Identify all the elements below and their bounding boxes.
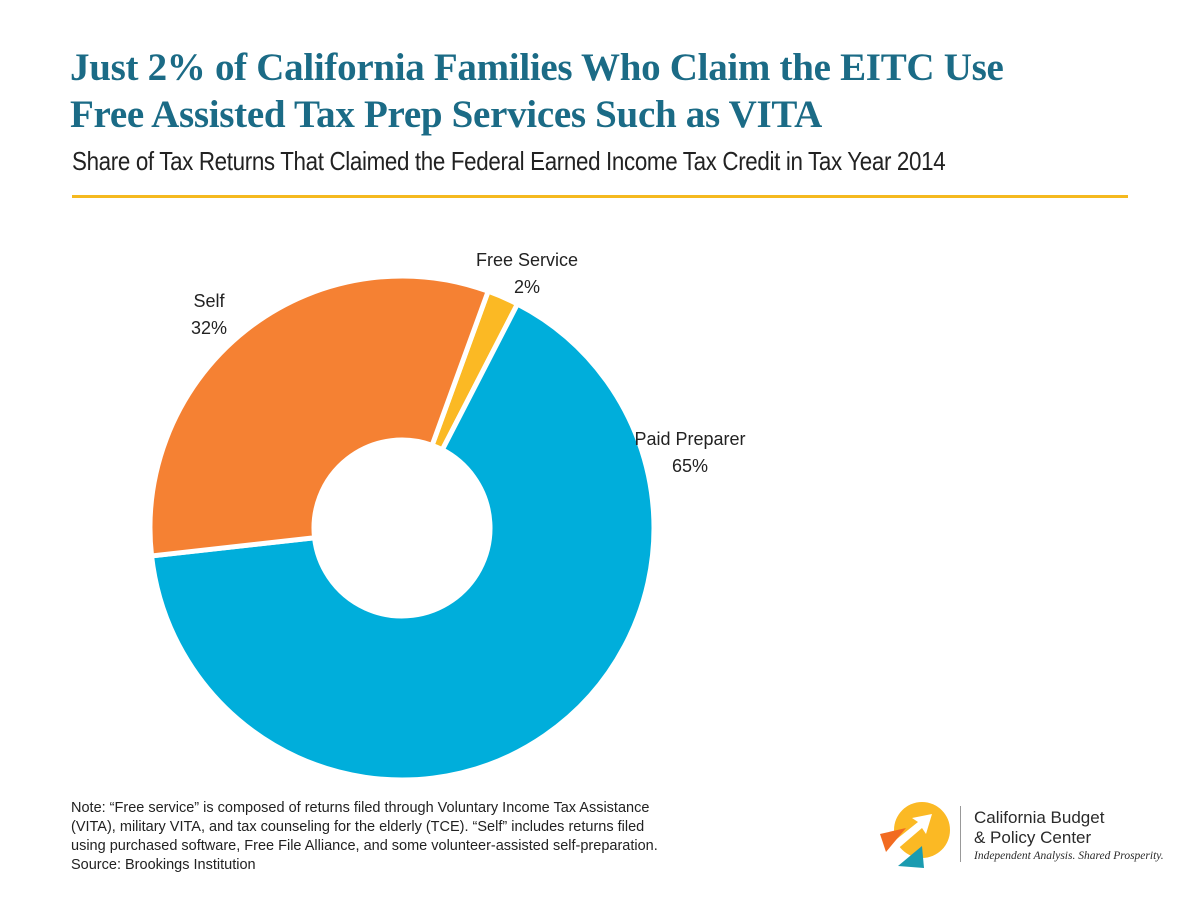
title-line-2: Free Assisted Tax Prep Services Such as … bbox=[70, 93, 823, 136]
note-line-3: using purchased software, Free File Alli… bbox=[71, 838, 658, 854]
chart-title: Just 2% of California Families Who Claim… bbox=[70, 44, 1150, 138]
slice-paid-preparer bbox=[149, 301, 657, 783]
slice-value-self: 32% bbox=[191, 318, 227, 338]
slice-label-free-service: Free Service bbox=[476, 250, 578, 270]
slice-value-paid-preparer: 65% bbox=[672, 456, 708, 476]
note-line-2: (VITA), military VITA, and tax counselin… bbox=[71, 819, 645, 835]
source-line: Source: Brookings Institution bbox=[71, 857, 256, 873]
org-name: California Budget & Policy Center bbox=[974, 808, 1104, 848]
chart-subtitle: Share of Tax Returns That Claimed the Fe… bbox=[72, 146, 946, 176]
org-tagline: Independent Analysis. Shared Prosperity. bbox=[974, 850, 1164, 862]
label-group: Free Service 2% Paid Preparer 65% Self 32% bbox=[191, 250, 746, 476]
title-divider bbox=[72, 195, 1128, 198]
logo-divider bbox=[960, 806, 961, 862]
slice-group bbox=[147, 273, 657, 783]
slice-self bbox=[147, 273, 491, 559]
org-name-line-2: & Policy Center bbox=[974, 828, 1092, 847]
org-name-line-1: California Budget bbox=[974, 808, 1105, 827]
note-line-1: Note: “Free service” is composed of retu… bbox=[71, 800, 650, 816]
slice-value-free-service: 2% bbox=[514, 277, 540, 297]
arrow-circle-logo-icon bbox=[880, 802, 950, 868]
title-line-1: Just 2% of California Families Who Claim… bbox=[70, 46, 1004, 89]
slice-label-self: Self bbox=[193, 291, 225, 311]
chart-note: Note: “Free service” is composed of retu… bbox=[71, 799, 771, 875]
slice-label-paid-preparer: Paid Preparer bbox=[634, 429, 745, 449]
